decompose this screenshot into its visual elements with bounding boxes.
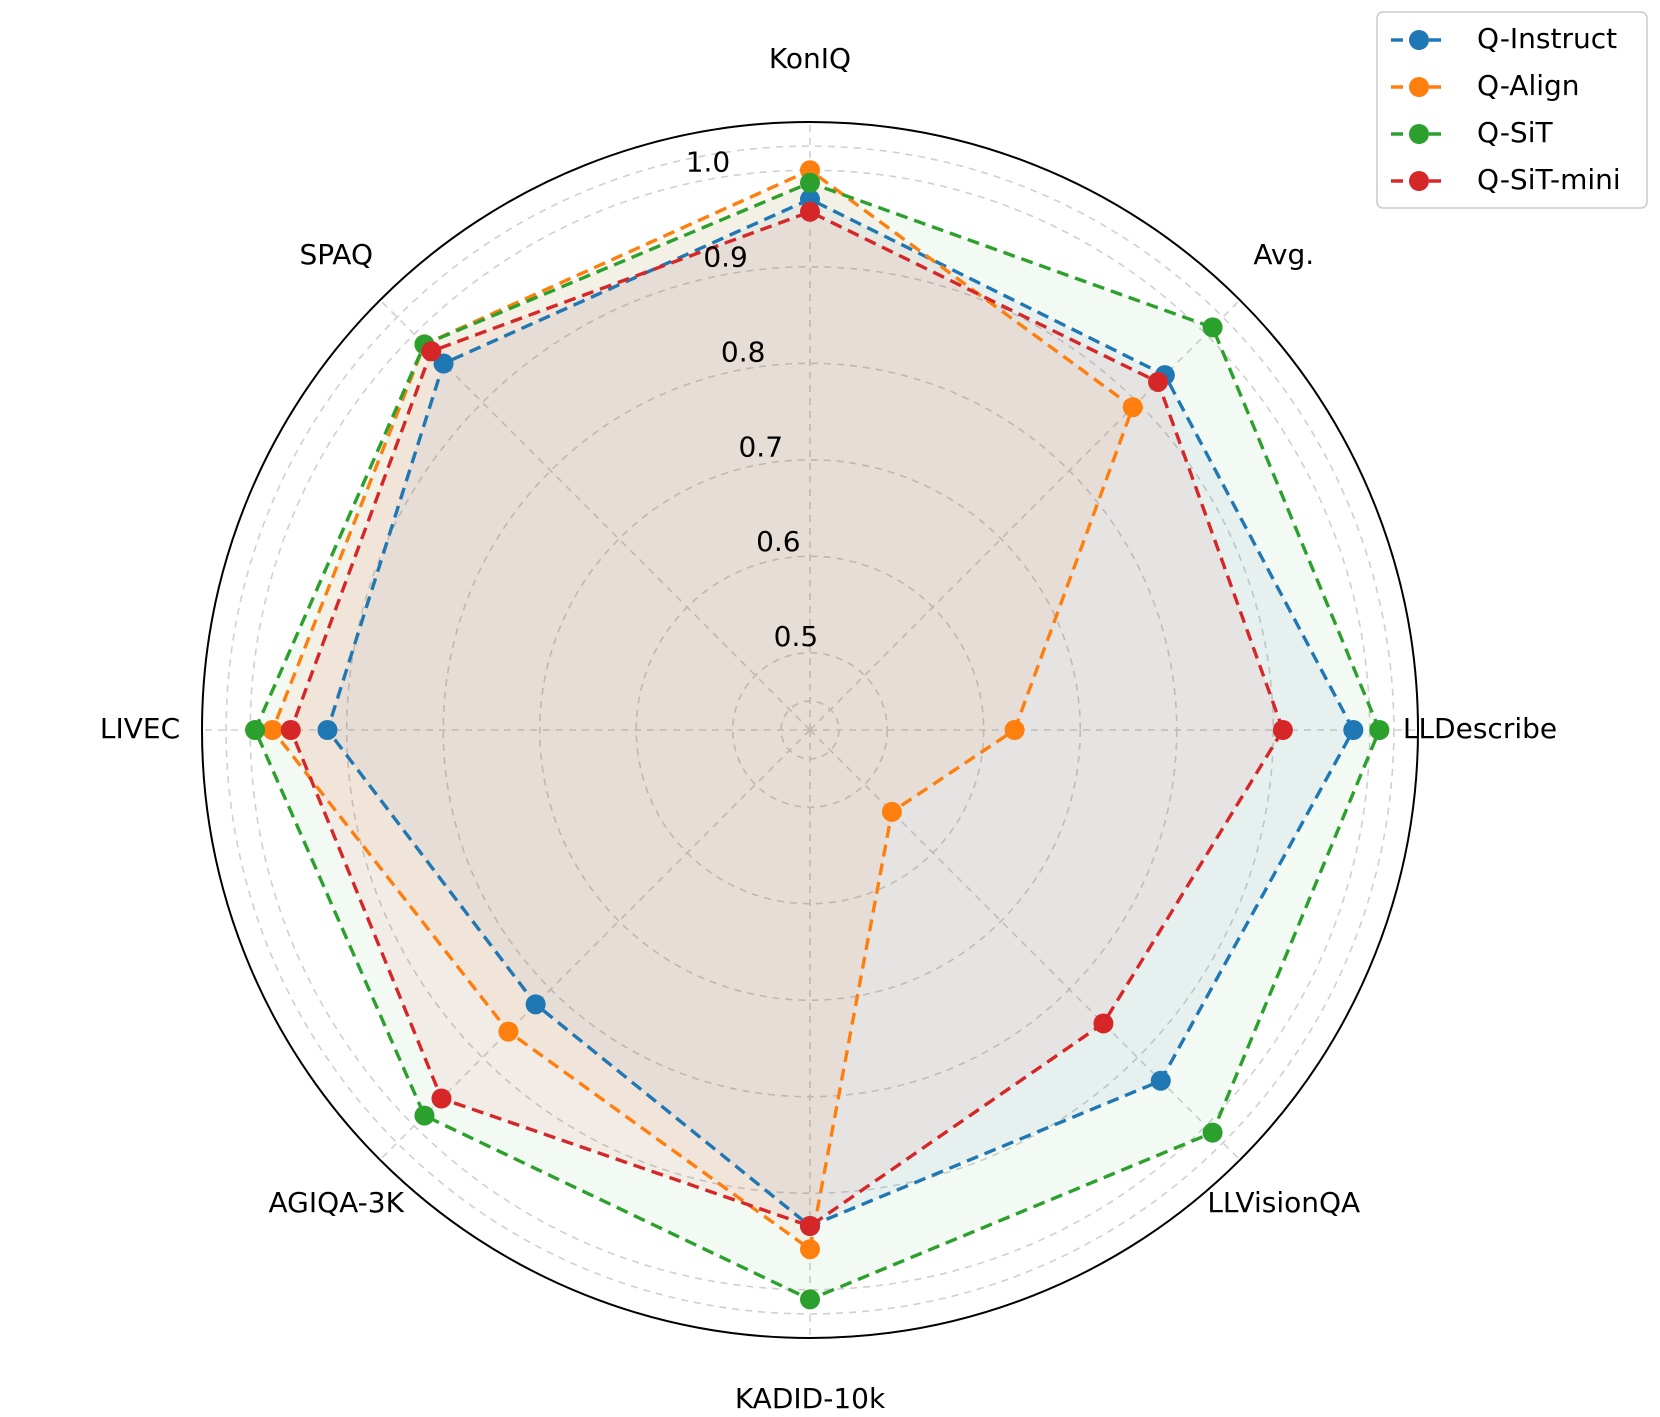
- axis-label-0: LLDescribe: [1403, 712, 1557, 745]
- point-s2-0: [1369, 720, 1390, 740]
- point-s2-4: [245, 720, 266, 740]
- axis-label-1: Avg.: [1253, 238, 1314, 271]
- axis-label-2: KonIQ: [769, 42, 851, 75]
- grid-circle-7: [225, 145, 1395, 1315]
- point-s3-2: [800, 201, 820, 222]
- spoke-3: [379, 299, 811, 731]
- point-s2-5: [414, 1105, 435, 1126]
- spoke-1: [809, 299, 1241, 731]
- axis-label-4: LIVEC: [100, 712, 180, 745]
- point-s3-7: [1093, 1013, 1114, 1034]
- point-s3-4: [280, 720, 301, 740]
- point-s1-4: [262, 720, 283, 740]
- axis-label-3: SPAQ: [299, 238, 373, 271]
- legend-box: [1376, 11, 1648, 209]
- axis-label-5: AGIQA-3K: [268, 1186, 404, 1219]
- legend-marker-2: [1409, 124, 1429, 144]
- legend-label-3: Q-SiT-mini: [1477, 163, 1621, 196]
- point-s0-5: [525, 994, 546, 1015]
- point-s3-6: [800, 1216, 820, 1237]
- point-s2-2: [800, 172, 820, 193]
- legend: Q-Instruct Q-Align Q-SiT Q-SiT-mini: [1376, 11, 1648, 209]
- point-s1-1: [1122, 397, 1143, 418]
- point-s2-7: [1202, 1122, 1223, 1143]
- legend-marker-3: [1409, 171, 1429, 191]
- point-s2-6: [800, 1289, 820, 1310]
- point-s0-4: [317, 720, 338, 740]
- series-fill-3: [290, 211, 1283, 1227]
- point-s1-5: [498, 1021, 519, 1042]
- tick-label-0: 0.5: [774, 620, 819, 653]
- legend-marker-1: [1409, 77, 1429, 97]
- point-s0-7: [1150, 1070, 1171, 1091]
- tick-label-3: 0.8: [721, 335, 766, 368]
- point-s1-7: [881, 801, 902, 822]
- legend-marker-0: [1409, 30, 1429, 50]
- point-s3-5: [431, 1088, 452, 1109]
- legend-label-0: Q-Instruct: [1477, 22, 1617, 55]
- point-s3-0: [1272, 720, 1293, 740]
- series-group: [245, 160, 1390, 1310]
- tick-label-4: 0.9: [703, 241, 748, 274]
- radial-tick-labels: 0.5 0.6 0.7 0.8 0.9 1.0: [686, 146, 818, 653]
- tick-label-5: 1.0: [686, 146, 731, 179]
- legend-label-2: Q-SiT: [1477, 116, 1553, 149]
- outer-frame: [201, 121, 1419, 1339]
- spoke-7: [809, 729, 1241, 1161]
- point-s3-3: [421, 341, 442, 362]
- point-s2-1: [1202, 317, 1223, 338]
- point-s1-0: [1004, 720, 1025, 740]
- point-s3-1: [1148, 371, 1169, 392]
- series-fill-0: [327, 199, 1354, 1227]
- series-fill-1: [272, 170, 1133, 1250]
- axis-label-6: KADID-10k: [735, 1382, 886, 1415]
- spoke-5: [379, 729, 811, 1161]
- point-s1-6: [800, 1239, 820, 1260]
- grid-circle-1: [731, 651, 889, 809]
- grid-circle-3: [538, 458, 1082, 1002]
- axis-label-7: LLVisionQA: [1207, 1186, 1360, 1219]
- axis-labels: LLDescribe Avg. KonIQ SPAQ LIVEC AGIQA-3K KADI…: [100, 42, 1557, 1415]
- tick-label-2: 0.7: [738, 430, 783, 463]
- legend-label-1: Q-Align: [1477, 69, 1580, 102]
- point-s0-3: [433, 353, 454, 374]
- tick-label-1: 0.6: [756, 525, 801, 558]
- point-s0-0: [1343, 720, 1364, 740]
